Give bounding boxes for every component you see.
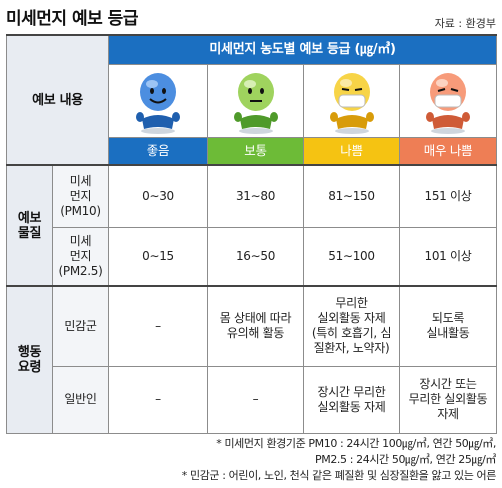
face-very-bad-cell — [398, 63, 498, 138]
level-good: 좋음 — [108, 136, 208, 166]
level-bad: 나쁨 — [303, 136, 400, 166]
pm25-normal-range: 16∼50 — [207, 226, 304, 287]
masked-face-icon — [329, 72, 374, 134]
forecast-substance-header: 예보 물질 — [6, 164, 53, 287]
fine-dust-grade-table: 예보 내용 미세먼지 농도별 예보 등급 (㎍/㎥) — [6, 34, 498, 434]
forecast-content-header: 예보 내용 — [6, 34, 109, 166]
face-normal-cell — [207, 63, 304, 138]
pm10-very-bad-range: 151 이상 — [398, 164, 498, 228]
level-normal: 보통 — [207, 136, 304, 166]
footnotes: * 미세먼지 환경기준 PM10 : 24시간 100㎍/㎥, 연간 50㎍/㎥… — [181, 436, 497, 484]
pm10-good-range: 0∼30 — [108, 164, 208, 228]
sick-face-icon — [426, 72, 471, 134]
pm10-bad-range: 81∼150 — [303, 164, 400, 228]
action-guideline-header: 행동 요령 — [6, 285, 53, 434]
general-very-bad-action: 장시간 또는 무리한 실외활동 자제 — [398, 365, 498, 434]
general-normal-action: – — [207, 365, 304, 434]
general-good-action: – — [108, 365, 208, 434]
pm25-good-range: 0∼15 — [108, 226, 208, 287]
sensitive-group-label: 민감군 — [52, 285, 109, 367]
face-bad-cell — [303, 63, 400, 138]
pm25-label: 미세 먼지 (PM2.5) — [52, 226, 109, 287]
general-public-label: 일반인 — [52, 365, 109, 434]
smiling-face-icon — [136, 72, 180, 134]
source-note: 자료 : 환경부 — [434, 17, 496, 30]
pm25-bad-range: 51∼100 — [303, 226, 400, 287]
face-good-cell — [108, 63, 208, 138]
concentration-grade-header: 미세먼지 농도별 예보 등급 (㎍/㎥) — [107, 34, 498, 65]
sensitive-very-bad-action: 되도록 실내활동 — [398, 285, 498, 367]
footnote-sensitive-group: * 민감군 : 어린이, 노인, 천식 같은 폐질환 및 심장질환을 앓고 있는… — [181, 469, 497, 482]
pm10-normal-range: 31∼80 — [207, 164, 304, 228]
pm25-very-bad-range: 101 이상 — [398, 226, 498, 287]
pm10-label: 미세 먼지 (PM10) — [52, 164, 109, 228]
footnote-pm25: PM2.5 : 24시간 50㎍/㎥, 연간 25㎍/㎥ — [315, 453, 496, 466]
general-bad-action: 장시간 무리한 실외활동 자제 — [303, 365, 400, 434]
sensitive-normal-action: 몸 상태에 따라 유의해 활동 — [207, 285, 304, 367]
sensitive-bad-action: 무리한 실외활동 자제 (특히 호흡기, 심 질환자, 노약자) — [303, 285, 400, 367]
neutral-face-icon — [233, 72, 278, 134]
level-very-bad: 매우 나쁨 — [398, 136, 498, 166]
footnote-standard: * 미세먼지 환경기준 PM10 : 24시간 100㎍/㎥, 연간 50㎍/㎥… — [216, 437, 496, 450]
page-title: 미세먼지 예보 등급 — [6, 9, 138, 29]
sensitive-good-action: – — [108, 285, 208, 367]
